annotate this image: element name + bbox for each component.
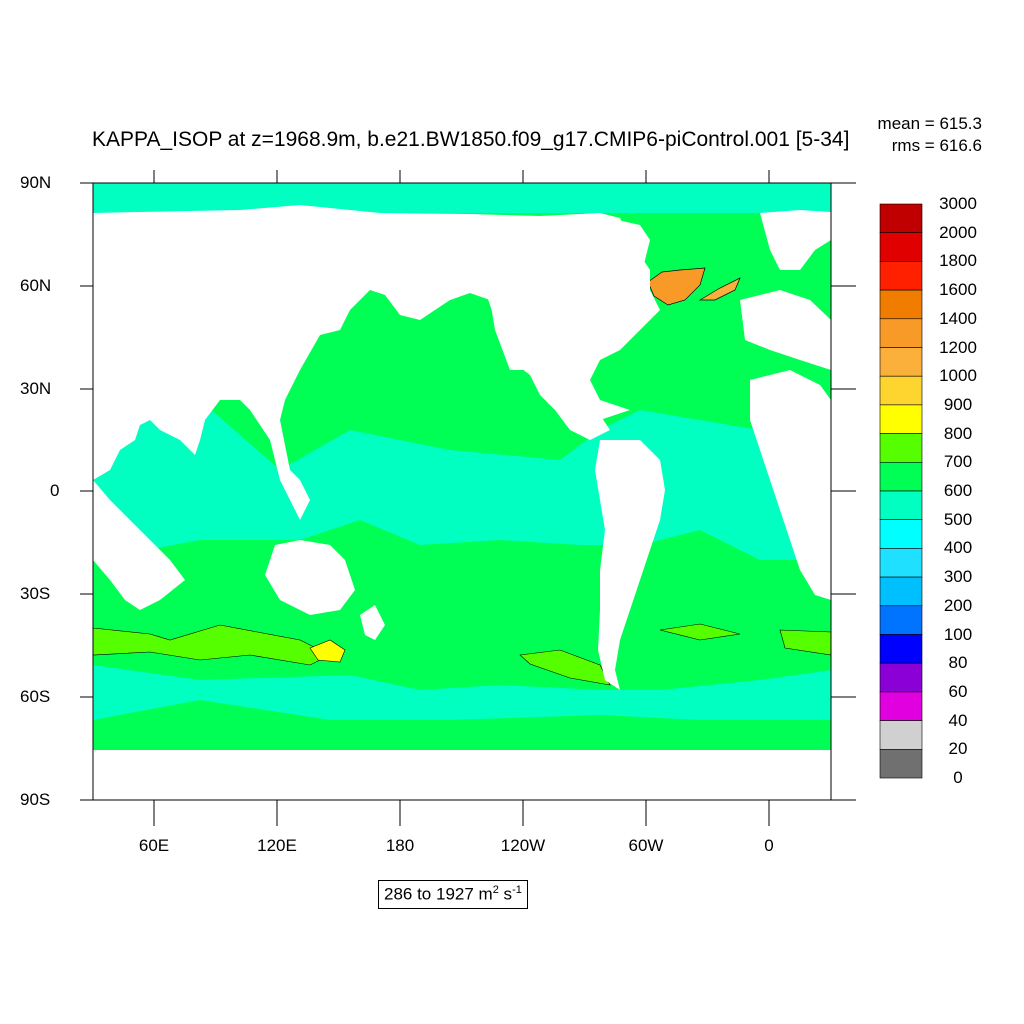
land-antarctica bbox=[93, 750, 831, 800]
colorbar-swatch bbox=[879, 662, 923, 693]
land-south-america bbox=[595, 440, 665, 690]
colorbar-swatch bbox=[879, 691, 923, 721]
colorbar-label: 600 bbox=[943, 481, 973, 500]
lat-label-90s: 90S bbox=[20, 790, 51, 809]
mean-stat: mean = 615.3 bbox=[877, 114, 982, 133]
colorbar-swatch bbox=[879, 375, 923, 406]
colorbar-label: 700 bbox=[943, 452, 973, 472]
colorbar-label: 1600 bbox=[939, 280, 977, 300]
land-masses bbox=[93, 205, 831, 800]
map-title: KAPPA_ISOP at z=1968.9m, b.e21.BW1850.f0… bbox=[92, 128, 850, 151]
lon-label-120w: 120W bbox=[500, 836, 546, 855]
peak-spot bbox=[309, 639, 346, 663]
north-atlantic-peak bbox=[647, 267, 706, 306]
range-unit-sup: 2 bbox=[492, 884, 499, 896]
pacific-band bbox=[519, 649, 611, 686]
atlantic-band bbox=[659, 623, 741, 641]
colorbar-label: 1200 bbox=[939, 337, 977, 357]
land-greenland bbox=[760, 210, 831, 270]
land-africa bbox=[93, 480, 185, 610]
colorbar-label: 2000 bbox=[939, 222, 977, 242]
colorbar-swatch bbox=[879, 605, 923, 635]
colorbar-swatch bbox=[879, 748, 923, 779]
range-unit-sup2: -1 bbox=[512, 884, 522, 896]
colorbar-label: 800 bbox=[943, 423, 973, 443]
colorbar-swatch bbox=[879, 347, 923, 377]
lat-label-0: 0 bbox=[50, 481, 60, 500]
land-australia bbox=[265, 540, 355, 615]
colorbar-swatch bbox=[879, 404, 923, 434]
colorbar-label: 1800 bbox=[939, 251, 977, 271]
land-new-zealand bbox=[360, 605, 385, 640]
land-north-america bbox=[450, 216, 650, 440]
range-value: 286 to 1927 m bbox=[384, 884, 493, 904]
colorbar-label: 500 bbox=[943, 509, 973, 529]
colorbar-label: 300 bbox=[943, 567, 973, 587]
colorbar-label: 0 bbox=[953, 768, 963, 787]
lon-label-120e: 120E bbox=[257, 836, 297, 855]
colorbar-label: 1000 bbox=[939, 366, 977, 386]
colorbar-swatch bbox=[879, 519, 923, 549]
colorbar-swatch bbox=[879, 289, 923, 320]
colorbar-label: 200 bbox=[943, 595, 973, 615]
antarctic-ocean bbox=[93, 720, 831, 750]
land-africa-east bbox=[750, 370, 831, 600]
colorbar-label: 60 bbox=[948, 681, 968, 701]
lat-label-90n: 90N bbox=[20, 173, 52, 192]
lon-label-60w: 60W bbox=[628, 836, 664, 855]
colorbar-swatch bbox=[879, 203, 923, 234]
colorbar-label: 40 bbox=[948, 710, 968, 730]
lon-ticks bbox=[153, 170, 770, 826]
north-atlantic-peak-2 bbox=[698, 277, 741, 301]
lat-label-30n: 30N bbox=[20, 379, 52, 398]
colorbar-swatch bbox=[879, 576, 923, 607]
lat-label-60n: 60N bbox=[20, 276, 52, 295]
colorbar bbox=[879, 203, 923, 779]
colorbar-label: 3000 bbox=[939, 194, 977, 213]
colorbar-label: 20 bbox=[948, 739, 968, 759]
colorbar-label: 900 bbox=[943, 394, 973, 414]
colorbar-swatch bbox=[879, 720, 923, 750]
range-annotation: 286 to 1927 m2 s-1 bbox=[378, 880, 528, 909]
lon-label-180: 180 bbox=[385, 836, 415, 855]
lat-label-60s: 60S bbox=[20, 687, 51, 706]
land-europe bbox=[740, 290, 831, 370]
antarctic-margin bbox=[93, 665, 831, 730]
lon-label-60e: 60E bbox=[138, 836, 170, 855]
colorbar-swatch bbox=[879, 232, 923, 262]
lat-ticks bbox=[80, 182, 856, 801]
colorbar-swatch bbox=[879, 318, 923, 348]
range-unit-mid: s bbox=[498, 884, 513, 904]
colorbar-label: 400 bbox=[943, 538, 973, 558]
rms-stat: rms = 616.6 bbox=[891, 136, 982, 155]
colorbar-swatch bbox=[879, 634, 923, 664]
arctic-region bbox=[93, 183, 831, 213]
colorbar-label: 100 bbox=[943, 624, 973, 644]
colorbar-label: 80 bbox=[948, 653, 968, 673]
lon-label-0: 0 bbox=[764, 836, 774, 855]
colorbar-swatch bbox=[879, 433, 923, 463]
colorbar-swatch bbox=[879, 490, 923, 521]
colorbar-swatch bbox=[879, 461, 923, 492]
colorbar-swatch bbox=[879, 548, 923, 578]
colorbar-swatch bbox=[879, 261, 923, 291]
lat-label-30s: 30S bbox=[20, 584, 51, 603]
colorbar-label: 1400 bbox=[939, 308, 977, 328]
